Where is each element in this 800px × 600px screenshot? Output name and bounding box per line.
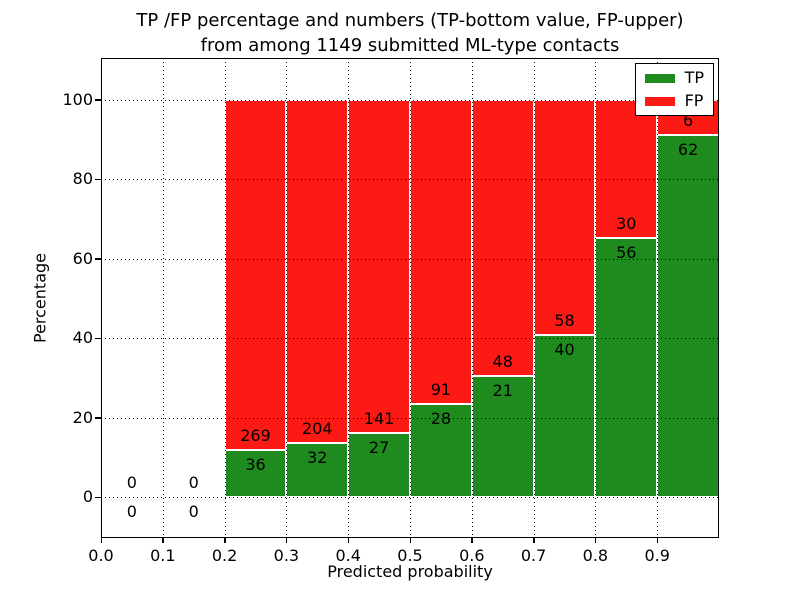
x-tick-mark [285,537,288,543]
fp-count-label: 48 [492,352,513,372]
fp-count-label: 91 [430,379,452,399]
tp-legend-label: TP [684,68,704,87]
x-gridline [657,58,659,538]
fp-bar-segment [286,99,349,444]
fp-count-label: 58 [554,310,575,330]
x-tick-mark [656,537,659,543]
y-tick-label: 20 [72,407,93,427]
tp-count-label: 62 [677,139,699,159]
fp-bar-segment [224,99,287,451]
tp-count-label: 0 [126,502,137,522]
x-gridline [348,58,350,538]
legend-entry-tp: TP [644,68,704,87]
tp-count-label: 27 [368,438,390,458]
y-tick-label: 100 [62,89,93,109]
y-tick-mark [95,417,101,419]
x-tick-mark [347,537,350,543]
x-tick-label: 0.9 [644,546,670,565]
x-tick-label: 0.6 [459,546,485,565]
chart-title: TP /FP percentage and numbers (TP-bottom… [101,8,719,58]
tp-bar-segment [595,238,658,498]
x-axis-label: Predicted probability [327,562,493,581]
fp-count-label: 269 [240,426,271,446]
fp-legend-swatch [644,96,675,106]
x-gridline [410,58,411,538]
fp-count-label: 0 [188,473,199,493]
tp-legend-swatch [644,73,675,83]
fp-count-label: 0 [126,473,137,493]
x-gridline [162,58,164,538]
y-tick-label: 0 [82,487,93,507]
y-tick-mark [95,496,101,499]
x-tick-label: 0.7 [520,546,547,565]
x-gridline [471,58,473,538]
legend-entry-fp: FP [644,91,704,110]
y-tick-label: 60 [72,248,93,268]
fp-count-label: 6 [682,110,694,130]
x-tick-mark [162,537,164,543]
x-tick-mark [100,537,102,543]
y-tick-mark [95,258,101,260]
x-tick-label: 0.1 [150,546,176,565]
x-tick-mark [533,537,535,543]
fp-count-label: 141 [363,409,395,429]
legend: TP FP [634,63,714,116]
fp-count-label: 204 [302,419,333,439]
tp-bar-segment [410,403,472,498]
x-gridline [224,58,226,538]
tp-count-label: 56 [616,243,637,263]
tp-count-label: 21 [492,381,513,401]
tp-bar-segment [348,433,410,498]
tp-bar-segment [533,334,596,498]
x-tick-mark [471,537,473,543]
x-tick-mark [409,537,411,543]
x-tick-label: 0.0 [88,546,114,565]
x-tick-mark [594,537,597,543]
fp-bar-segment [533,99,596,335]
fp-legend-label: FP [684,91,704,110]
x-gridline [286,58,288,538]
chart-title-line-2: from among 1149 submitted ML-type contac… [200,35,620,56]
x-tick-label: 0.5 [397,546,423,565]
y-tick-mark [95,178,101,181]
x-gridline [533,58,535,538]
fp-bar-segment [410,99,472,404]
y-tick-mark [95,99,101,101]
tp-bar-segment [657,134,719,498]
x-tick-mark [224,537,226,543]
tp-count-label: 28 [430,408,452,428]
y-tick-mark [95,337,101,340]
fp-bar-segment [348,99,410,434]
x-gridline [595,58,597,538]
tp-count-label: 0 [188,502,199,522]
plot-area: TP FP 0 0 0 0 269 36 204 32 141 27 91 28 48 21 58 40 30 5… [62,58,719,565]
x-tick-label: 0.2 [211,546,238,565]
fp-bar-segment [471,99,534,377]
fp-count-label: 30 [616,214,637,234]
y-tick-label: 80 [72,169,93,189]
tp-count-label: 32 [307,448,328,468]
x-tick-label: 0.3 [273,546,300,565]
x-tick-label: 0.4 [335,546,361,565]
chart-title-line-1: TP /FP percentage and numbers (TP-bottom… [136,10,684,31]
tp-count-label: 36 [245,455,266,475]
y-tick-label: 40 [72,328,93,348]
x-tick-label: 0.8 [582,546,609,565]
tp-count-label: 40 [554,339,575,359]
